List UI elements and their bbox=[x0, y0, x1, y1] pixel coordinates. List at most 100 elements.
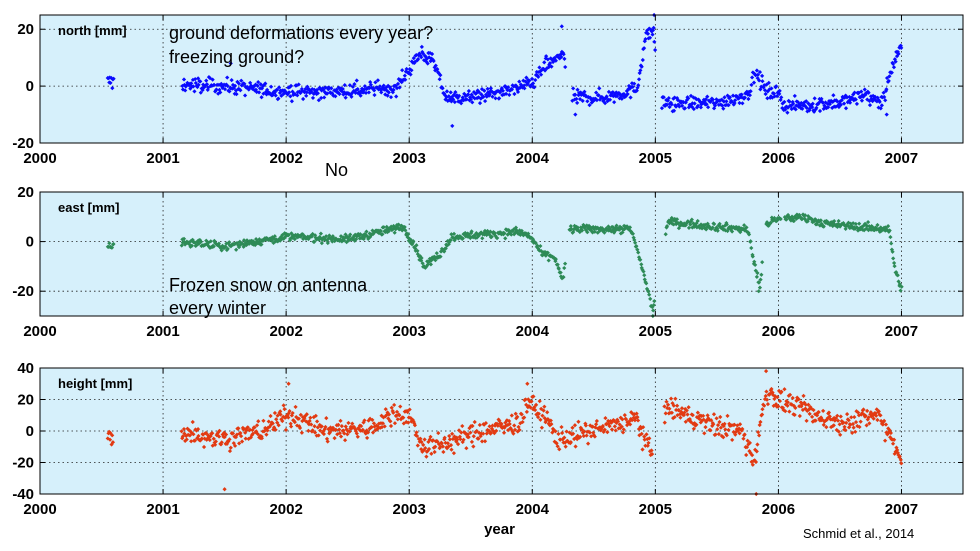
data-point bbox=[574, 435, 579, 440]
data-point bbox=[403, 228, 408, 233]
data-point bbox=[212, 82, 217, 87]
data-point bbox=[597, 97, 603, 102]
data-point bbox=[509, 87, 515, 92]
data-point bbox=[219, 81, 224, 86]
data-point bbox=[276, 423, 281, 428]
data-point bbox=[547, 61, 553, 66]
x-tick-label: 2005 bbox=[639, 501, 672, 518]
data-point bbox=[383, 414, 388, 419]
data-point bbox=[254, 89, 259, 95]
data-point bbox=[851, 92, 856, 97]
data-point bbox=[806, 402, 811, 407]
data-point bbox=[892, 260, 897, 266]
data-point bbox=[760, 79, 765, 84]
data-point bbox=[613, 228, 618, 233]
data-point bbox=[754, 449, 759, 454]
data-point bbox=[638, 257, 643, 262]
data-point bbox=[820, 100, 826, 105]
data-point bbox=[670, 401, 675, 406]
data-point bbox=[755, 76, 760, 81]
data-point bbox=[478, 96, 483, 101]
data-point bbox=[687, 417, 692, 422]
data-point bbox=[791, 218, 797, 224]
data-point bbox=[621, 427, 626, 432]
data-point bbox=[572, 436, 577, 442]
data-point bbox=[526, 403, 532, 409]
data-point bbox=[255, 83, 260, 88]
x-tick-label: 2002 bbox=[269, 323, 302, 340]
data-point bbox=[322, 95, 327, 100]
data-point bbox=[457, 93, 462, 98]
data-point bbox=[759, 272, 764, 277]
data-point bbox=[865, 408, 870, 414]
data-point bbox=[325, 91, 330, 96]
data-point bbox=[341, 238, 347, 243]
data-point bbox=[798, 103, 803, 108]
data-point bbox=[545, 410, 550, 415]
data-point bbox=[404, 66, 409, 72]
data-point bbox=[296, 416, 301, 421]
data-point bbox=[487, 424, 492, 429]
data-point bbox=[269, 422, 274, 427]
data-point bbox=[253, 82, 258, 87]
data-point bbox=[799, 404, 804, 409]
data-point bbox=[896, 51, 901, 56]
data-point bbox=[181, 77, 187, 82]
data-point bbox=[669, 410, 674, 415]
data-point bbox=[191, 432, 196, 437]
data-point bbox=[423, 59, 429, 64]
data-point bbox=[844, 420, 849, 425]
data-point bbox=[510, 83, 515, 88]
data-point bbox=[806, 101, 811, 106]
data-point bbox=[639, 431, 644, 436]
data-point bbox=[345, 432, 350, 437]
data-point bbox=[337, 427, 342, 432]
data-point bbox=[872, 228, 877, 233]
data-point bbox=[620, 93, 626, 98]
data-point bbox=[683, 100, 688, 105]
data-point bbox=[457, 434, 462, 439]
data-point bbox=[294, 83, 299, 88]
data-point bbox=[740, 426, 745, 432]
data-point bbox=[662, 404, 667, 409]
data-point bbox=[495, 423, 500, 428]
data-point bbox=[710, 225, 715, 230]
data-point bbox=[715, 226, 720, 231]
data-point bbox=[516, 424, 521, 430]
data-point bbox=[573, 92, 578, 97]
data-point bbox=[207, 76, 213, 81]
data-point bbox=[448, 90, 453, 95]
data-point bbox=[304, 412, 309, 417]
data-point bbox=[773, 402, 779, 407]
data-point bbox=[886, 78, 891, 84]
data-point bbox=[384, 224, 389, 229]
data-point bbox=[753, 262, 758, 267]
data-point bbox=[637, 70, 642, 76]
data-point bbox=[749, 82, 754, 88]
data-point bbox=[339, 424, 344, 429]
data-point bbox=[746, 232, 752, 237]
data-point bbox=[507, 92, 512, 98]
data-point bbox=[845, 412, 850, 417]
data-point bbox=[735, 94, 740, 100]
data-point bbox=[635, 418, 641, 423]
plot-border bbox=[39, 14, 964, 144]
data-point bbox=[195, 427, 201, 432]
data-point bbox=[489, 89, 494, 94]
data-point bbox=[319, 95, 324, 101]
data-point bbox=[226, 439, 231, 444]
data-point bbox=[796, 397, 801, 402]
data-point bbox=[677, 223, 683, 228]
data-point bbox=[335, 432, 340, 437]
data-point bbox=[755, 442, 760, 447]
data-point bbox=[379, 425, 385, 430]
data-point bbox=[238, 430, 243, 436]
data-point bbox=[744, 445, 750, 450]
data-point bbox=[204, 431, 209, 436]
data-point bbox=[647, 26, 652, 31]
data-point bbox=[733, 432, 738, 437]
data-point bbox=[838, 432, 843, 437]
data-point bbox=[760, 73, 765, 78]
data-point bbox=[277, 410, 282, 416]
data-point bbox=[594, 90, 599, 95]
